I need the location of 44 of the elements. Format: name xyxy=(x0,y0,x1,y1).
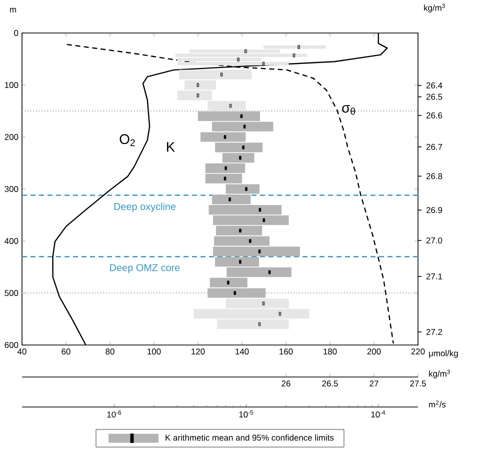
text: 27.0 xyxy=(426,237,442,244)
x-tick-label: 120 xyxy=(192,348,205,355)
x2-tick-label: 27.5 xyxy=(410,380,426,387)
x-tick-label: 10$^{-4}$ xyxy=(371,410,386,418)
text: 27.1 xyxy=(426,273,442,280)
x-tick-label: 60 xyxy=(62,348,70,355)
x-tick-label: 80 xyxy=(106,348,114,355)
x2-tick-label: 27 xyxy=(370,380,378,386)
x-tick-label: 10$^{-6}$ xyxy=(107,410,122,418)
series-label: σ$_{θ}$ xyxy=(342,105,356,115)
x-tick-label: 100 xyxy=(148,348,161,355)
x-tick-label: 220 xyxy=(411,348,425,355)
y2-axis-title: kg/m$^{3}$ xyxy=(424,4,445,12)
x-tick-label: 140 xyxy=(236,348,249,355)
series-label: O$_{2}$ xyxy=(120,134,135,146)
ref-line-label: Deep oxycline xyxy=(114,202,176,212)
x-tick-label: 160 xyxy=(280,348,293,355)
text: 26.9 xyxy=(426,207,442,214)
x-axis-title: μmol/kg xyxy=(429,350,458,358)
text: 26.7 xyxy=(426,144,442,150)
y-tick-label: 400 xyxy=(4,238,18,244)
text: 27.2 xyxy=(426,328,442,335)
y-tick-label: 500 xyxy=(4,290,18,296)
text: 26.5 xyxy=(426,94,442,100)
x-axis-title: m$^{2}$/s xyxy=(429,400,446,408)
ref-line-label: Deep OMZ core xyxy=(110,264,180,274)
x2-axis-title: kg/m$^{3}$ xyxy=(429,370,450,378)
x2-tick-label: 26 xyxy=(282,380,290,387)
text: K arithmetic mean and 95% confidence limits xyxy=(166,434,334,441)
x-tick-label: 40 xyxy=(17,348,26,355)
x-tick-label: 180 xyxy=(324,348,337,355)
annotation: K xyxy=(166,142,175,152)
y-tick-label: 600 xyxy=(4,342,18,348)
y-tick-label: 300 xyxy=(4,186,18,192)
y-tick-label: 0 xyxy=(14,30,18,36)
text: 26.4 xyxy=(426,82,442,88)
x-tick-label: 10$^{-5}$ xyxy=(239,410,254,418)
x-tick-label: 200 xyxy=(367,348,381,355)
y-tick-label: 200 xyxy=(4,134,18,140)
text: 26.6 xyxy=(426,112,442,118)
text: 26.8 xyxy=(426,173,442,180)
y-tick-label: 100 xyxy=(4,82,18,88)
x2-tick-label: 26.5 xyxy=(322,380,338,387)
y-axis-title: m xyxy=(10,8,16,12)
